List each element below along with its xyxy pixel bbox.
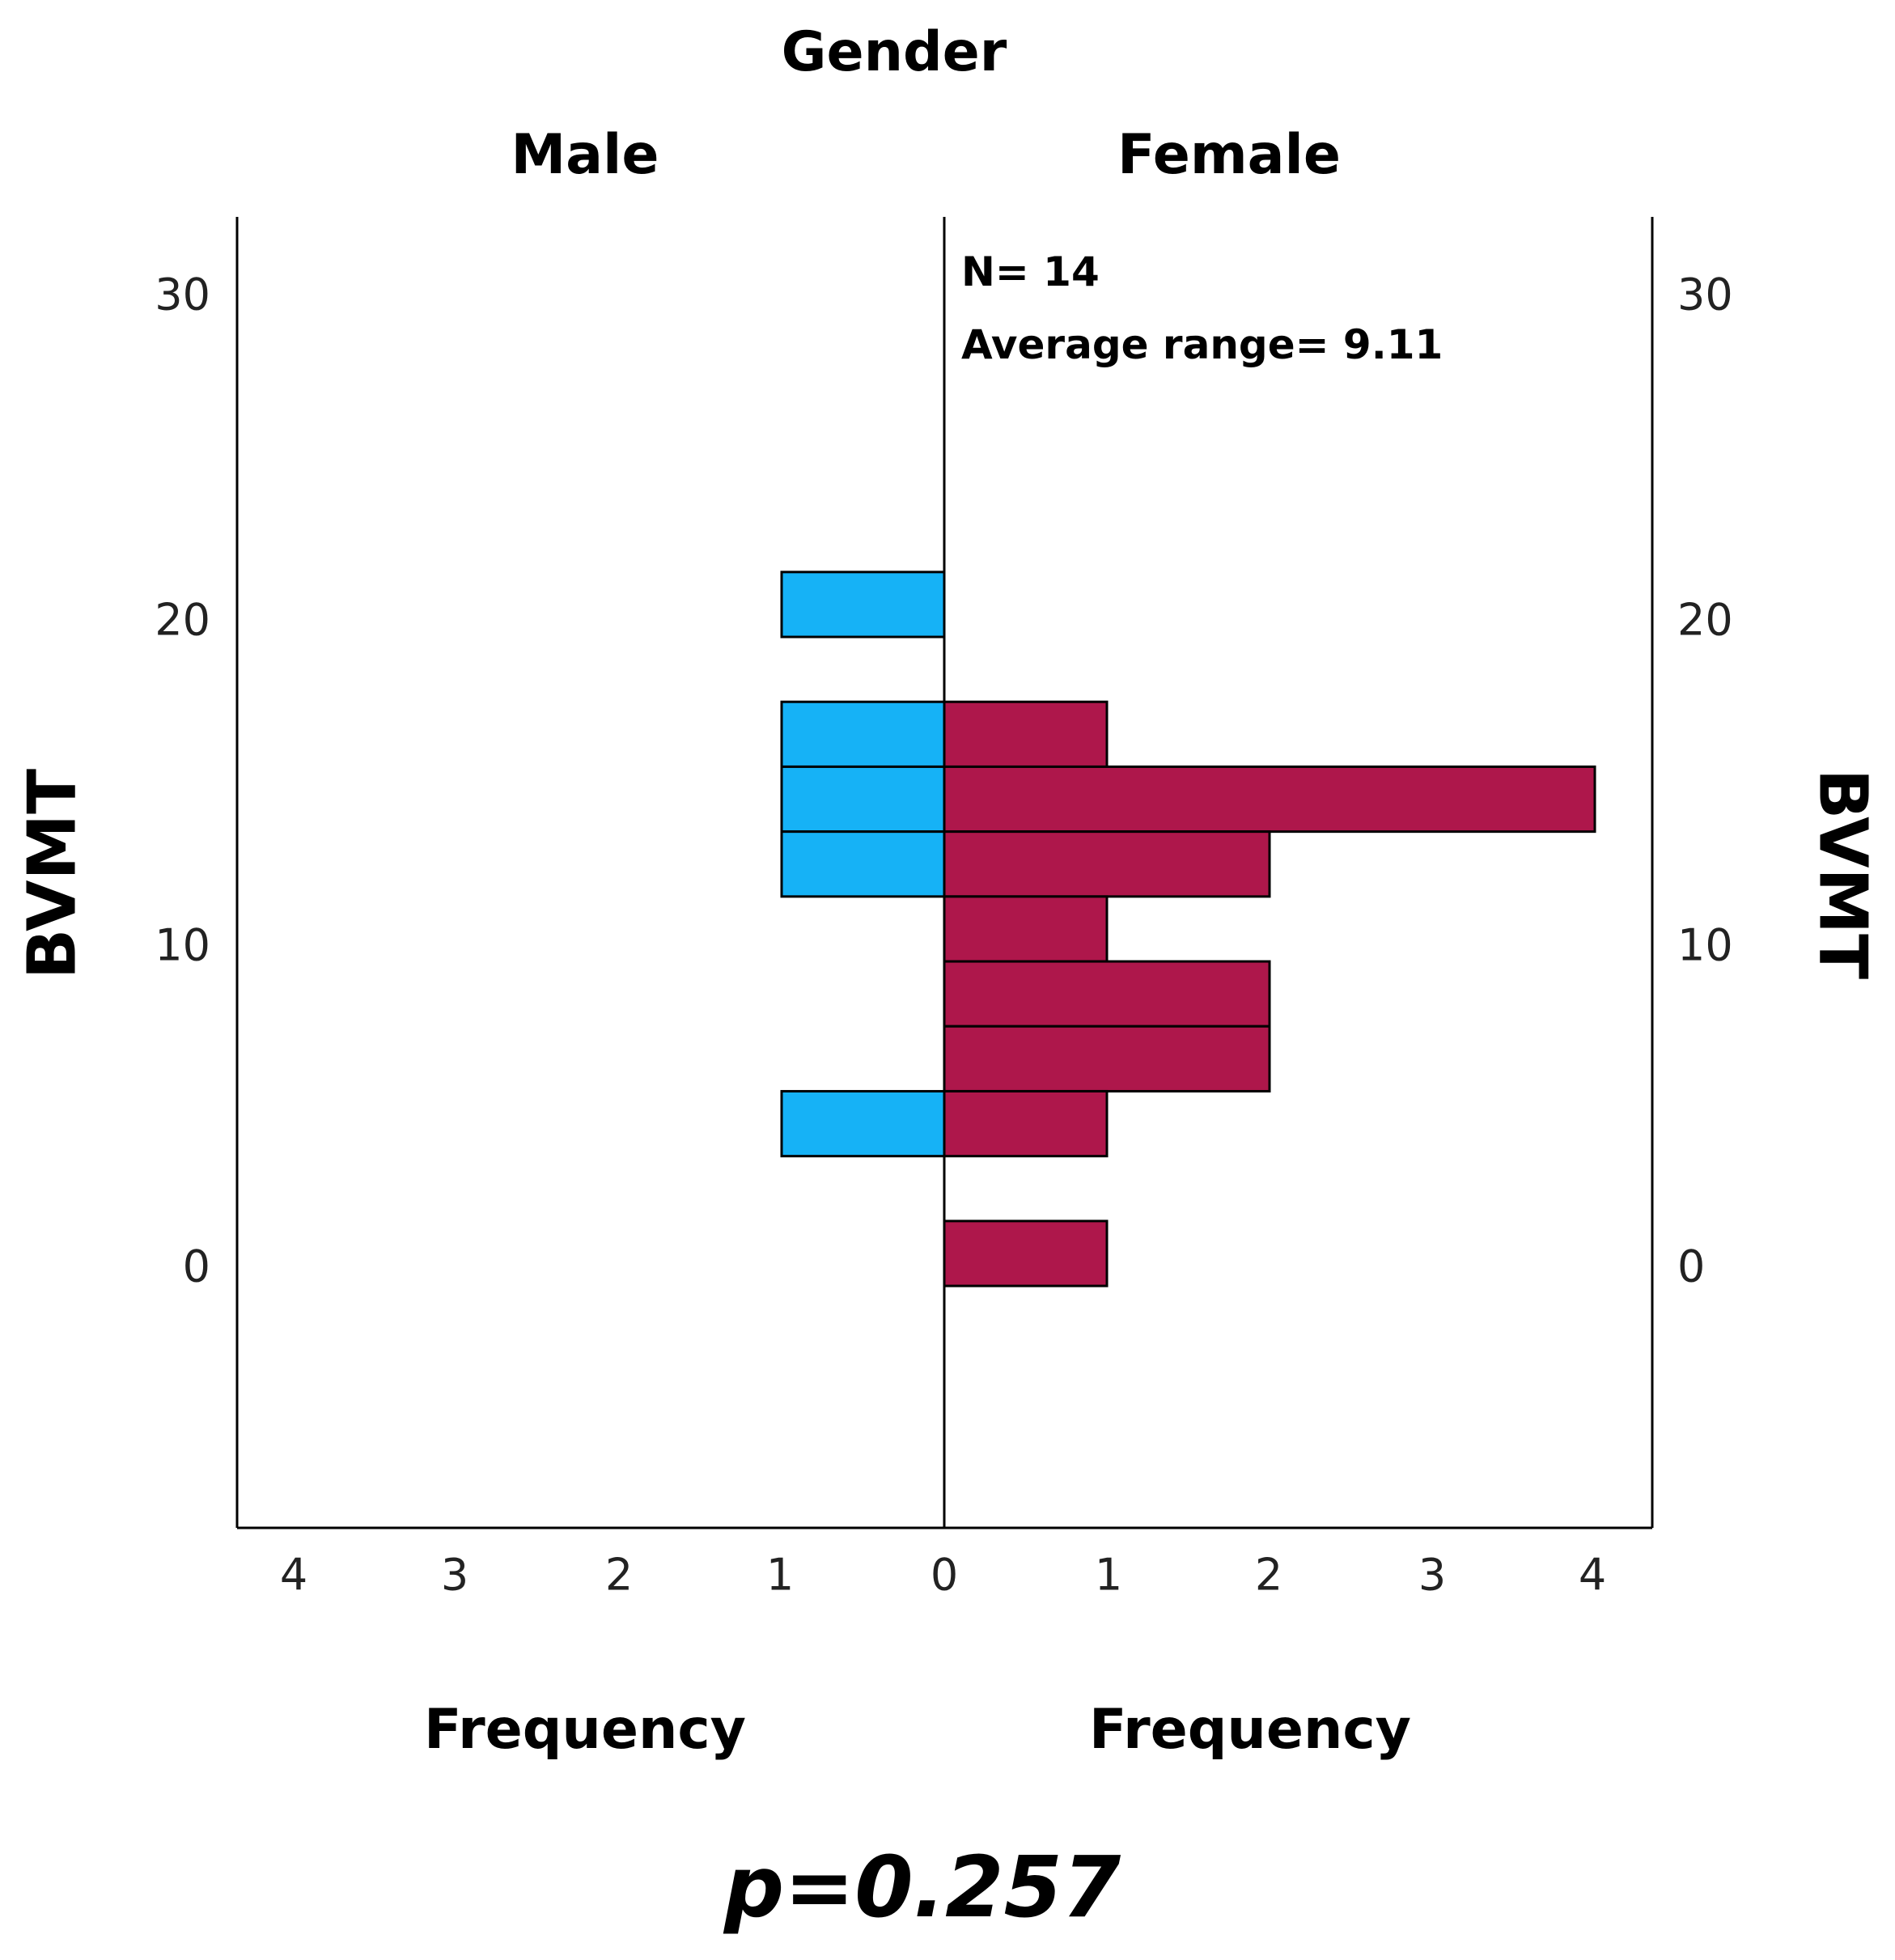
bar-male-4 bbox=[780, 1089, 946, 1158]
ytick-left-30: 30 bbox=[155, 269, 210, 320]
annotation-n: N= 14 bbox=[961, 248, 1100, 295]
ytick-right-0: 0 bbox=[1677, 1241, 1705, 1292]
bar-female-1 bbox=[943, 765, 1596, 834]
xlabel-left: Frequency bbox=[424, 1698, 746, 1762]
xtick-left-3: 3 bbox=[441, 1550, 468, 1601]
bars-group bbox=[780, 571, 1596, 1288]
xtick-left-1: 1 bbox=[766, 1550, 794, 1601]
xtick-left-4: 4 bbox=[280, 1550, 307, 1601]
panel-title-female: Female bbox=[1117, 123, 1341, 187]
ytick-right-30: 30 bbox=[1677, 269, 1733, 320]
xtick-right-1: 1 bbox=[1095, 1550, 1122, 1601]
xtick-right-2: 2 bbox=[1255, 1550, 1282, 1601]
bar-male-0 bbox=[780, 571, 946, 638]
bar-female-4 bbox=[943, 960, 1271, 1028]
bar-female-6 bbox=[943, 1089, 1109, 1158]
xtick-right-3: 3 bbox=[1418, 1550, 1446, 1601]
p-value-label: p=0.257 bbox=[723, 1838, 1121, 1937]
xtick-right-4: 4 bbox=[1579, 1550, 1606, 1601]
bar-male-1 bbox=[780, 700, 946, 768]
ylabel-left: BVMT bbox=[14, 769, 91, 979]
bar-female-2 bbox=[943, 830, 1271, 898]
ytick-right-20: 20 bbox=[1677, 595, 1733, 646]
bar-female-5 bbox=[943, 1025, 1271, 1092]
bar-female-0 bbox=[943, 700, 1109, 768]
ytick-right-10: 10 bbox=[1677, 920, 1733, 971]
ytick-left-10: 10 bbox=[155, 920, 210, 971]
ylabel-right: BVMT bbox=[1804, 769, 1881, 979]
ytick-left-20: 20 bbox=[155, 595, 210, 646]
annotation-average-range: Average range= 9.11 bbox=[961, 321, 1443, 368]
panel-title-male: Male bbox=[511, 123, 659, 187]
chart-title: Gender bbox=[782, 20, 1007, 84]
bar-male-2 bbox=[780, 765, 946, 834]
xtick-left-2: 2 bbox=[605, 1550, 633, 1601]
xlabel-right: Frequency bbox=[1089, 1698, 1411, 1762]
xtick-left-0: 0 bbox=[931, 1550, 958, 1601]
bar-male-3 bbox=[780, 830, 946, 898]
ytick-left-0: 0 bbox=[183, 1241, 210, 1292]
bar-female-7 bbox=[943, 1220, 1109, 1288]
bar-female-3 bbox=[943, 895, 1109, 963]
